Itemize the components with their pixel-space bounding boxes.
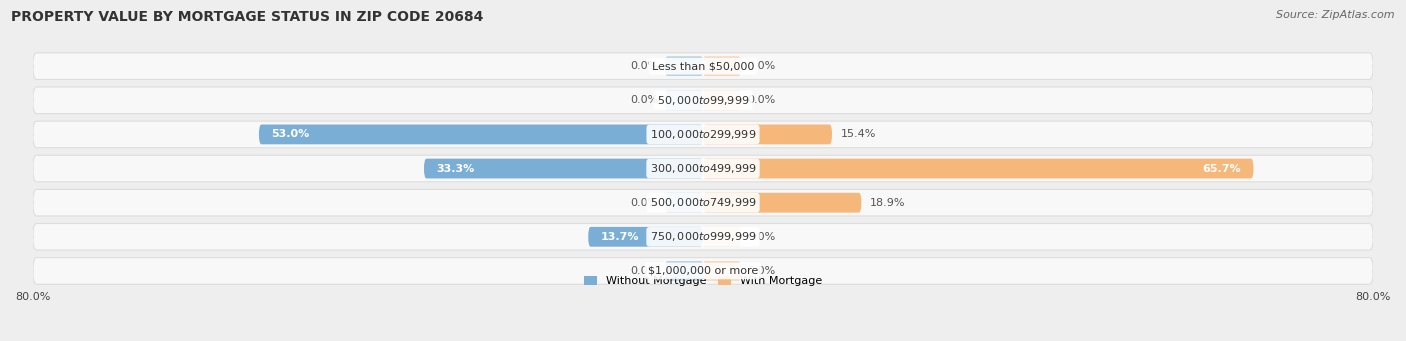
Text: 13.7%: 13.7% <box>600 232 640 242</box>
Text: Less than $50,000: Less than $50,000 <box>652 61 754 71</box>
Text: $500,000 to $749,999: $500,000 to $749,999 <box>650 196 756 209</box>
Text: $1,000,000 or more: $1,000,000 or more <box>648 266 758 276</box>
FancyBboxPatch shape <box>665 261 703 281</box>
FancyBboxPatch shape <box>32 223 1374 250</box>
FancyBboxPatch shape <box>665 90 703 110</box>
FancyBboxPatch shape <box>665 193 703 212</box>
Text: 0.0%: 0.0% <box>748 266 776 276</box>
Text: 33.3%: 33.3% <box>436 164 475 174</box>
FancyBboxPatch shape <box>32 53 1374 79</box>
FancyBboxPatch shape <box>703 90 741 110</box>
Text: $50,000 to $99,999: $50,000 to $99,999 <box>657 94 749 107</box>
FancyBboxPatch shape <box>32 189 1374 216</box>
FancyBboxPatch shape <box>703 56 741 76</box>
FancyBboxPatch shape <box>32 257 1374 284</box>
FancyBboxPatch shape <box>259 124 703 144</box>
Text: 0.0%: 0.0% <box>630 95 658 105</box>
Text: 0.0%: 0.0% <box>630 61 658 71</box>
FancyBboxPatch shape <box>703 227 741 247</box>
Text: PROPERTY VALUE BY MORTGAGE STATUS IN ZIP CODE 20684: PROPERTY VALUE BY MORTGAGE STATUS IN ZIP… <box>11 10 484 24</box>
FancyBboxPatch shape <box>425 159 703 178</box>
FancyBboxPatch shape <box>703 124 832 144</box>
FancyBboxPatch shape <box>703 159 1254 178</box>
FancyBboxPatch shape <box>703 193 862 212</box>
FancyBboxPatch shape <box>665 56 703 76</box>
FancyBboxPatch shape <box>588 227 703 247</box>
Text: 0.0%: 0.0% <box>748 95 776 105</box>
Text: 80.0%: 80.0% <box>1355 292 1391 302</box>
FancyBboxPatch shape <box>32 87 1374 114</box>
Legend: Without Mortgage, With Mortgage: Without Mortgage, With Mortgage <box>579 271 827 291</box>
Text: 80.0%: 80.0% <box>15 292 51 302</box>
Text: 65.7%: 65.7% <box>1202 164 1241 174</box>
Text: Source: ZipAtlas.com: Source: ZipAtlas.com <box>1277 10 1395 20</box>
FancyBboxPatch shape <box>703 261 741 281</box>
Text: 0.0%: 0.0% <box>630 198 658 208</box>
Text: $300,000 to $499,999: $300,000 to $499,999 <box>650 162 756 175</box>
FancyBboxPatch shape <box>32 155 1374 182</box>
Text: 15.4%: 15.4% <box>841 130 876 139</box>
Text: $100,000 to $299,999: $100,000 to $299,999 <box>650 128 756 141</box>
Text: 0.0%: 0.0% <box>748 232 776 242</box>
Text: 0.0%: 0.0% <box>748 61 776 71</box>
FancyBboxPatch shape <box>32 121 1374 148</box>
Text: $750,000 to $999,999: $750,000 to $999,999 <box>650 230 756 243</box>
Text: 53.0%: 53.0% <box>271 130 309 139</box>
Text: 0.0%: 0.0% <box>630 266 658 276</box>
Text: 18.9%: 18.9% <box>870 198 905 208</box>
